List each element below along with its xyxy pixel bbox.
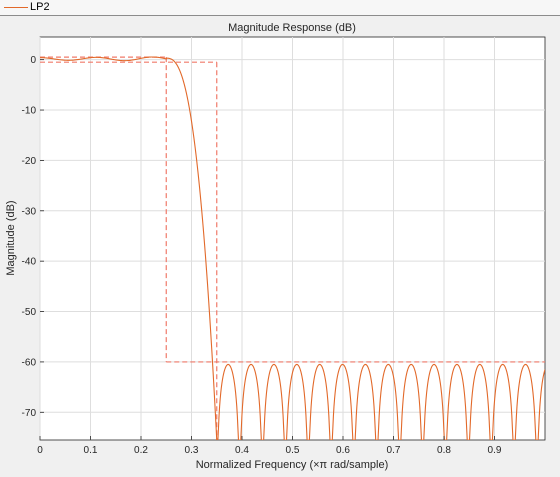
x-tick-label: 0.3 [185, 445, 199, 456]
x-tick-label: 0.4 [235, 445, 249, 456]
y-tick-label: -50 [22, 307, 37, 318]
x-tick-label: 0.6 [336, 445, 350, 456]
x-axis-label: Normalized Frequency (×π rad/sample) [196, 459, 389, 471]
y-axis-label: Magnitude (dB) [5, 200, 17, 275]
x-tick-label: 0.9 [488, 445, 502, 456]
legend-bar: LP2 [0, 0, 560, 16]
response-curve-layer [40, 56, 545, 440]
ticks: 0 0.1 0.2 0.3 0.4 0.5 0.6 0.7 0.8 0.9 0 -10 -20 -30 -4… [22, 55, 502, 456]
y-tick-label: -60 [22, 357, 37, 368]
grid [39, 37, 545, 440]
x-tick-label: 0.8 [437, 445, 451, 456]
chart-title: Magnitude Response (dB) [228, 22, 356, 34]
x-tick-label: 0.5 [286, 445, 300, 456]
y-tick-label: -30 [22, 206, 37, 217]
legend-line-swatch [4, 7, 28, 8]
y-tick-label: -20 [22, 156, 37, 167]
y-tick-label: 0 [30, 55, 36, 66]
y-tick-label: -70 [22, 408, 37, 419]
legend-label: LP2 [30, 1, 50, 13]
y-tick-label: -10 [22, 106, 37, 117]
x-tick-label: 0.2 [134, 445, 148, 456]
series-lp2-line [40, 56, 545, 440]
x-tick-label: 0.7 [387, 445, 401, 456]
x-tick-label: 0.1 [84, 445, 98, 456]
y-tick-label: -40 [22, 257, 37, 268]
x-tick-label: 0 [37, 445, 43, 456]
